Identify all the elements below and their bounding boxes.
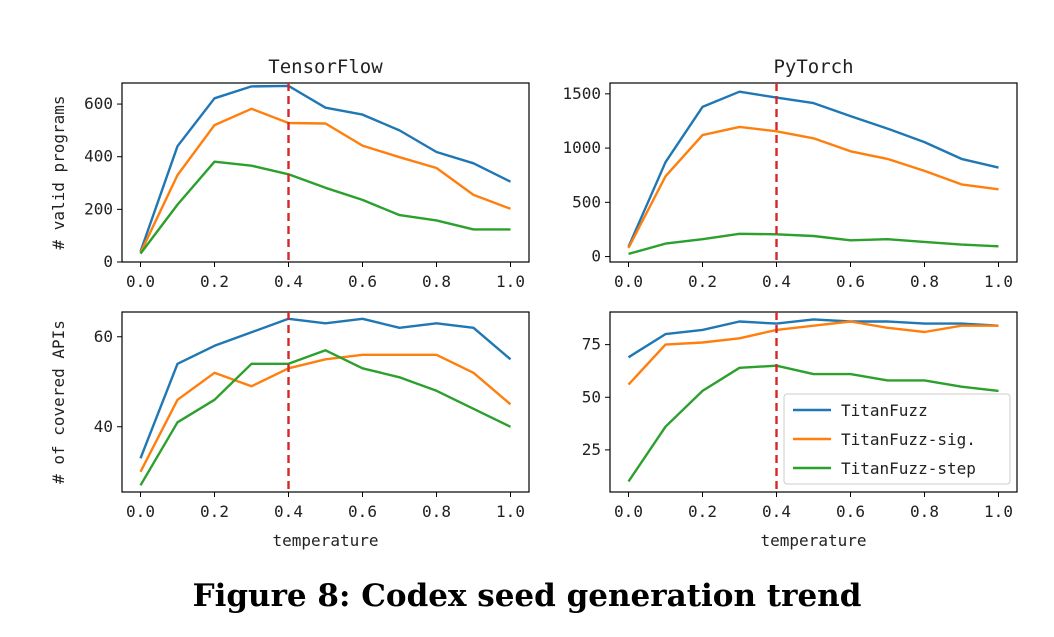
panel-3-series-1-line (139, 317, 512, 459)
panel-3-series-2-line (139, 353, 512, 473)
panel-4-y-tick-label: 75 (582, 335, 601, 354)
panel-4-x-tick-label: 0.4 (762, 502, 791, 521)
panel-3-x-tick-label: 0.2 (200, 502, 229, 521)
figure-canvas: 0.0 0.2 0.4 0.6 0.8 1.00200400600TensorFlow# … (49, 56, 1018, 550)
panel-4-x-tick-label: 1.0 (984, 502, 1013, 521)
panel-1-title: TensorFlow (268, 56, 383, 78)
legend-label-3: TitanFuzz-step (841, 459, 976, 478)
panel-1-y-tick-label: 400 (84, 147, 113, 166)
panel-2-y-tick-label: 1500 (562, 84, 601, 103)
panel-3-x-tick-label: 0.8 (422, 502, 451, 521)
legend-label-2: TitanFuzz-sig. (841, 430, 976, 449)
panel-1-series-2-line (139, 107, 511, 254)
panel-3-y-tick-label: 40 (94, 417, 113, 436)
legend-label-1: TitanFuzz (841, 401, 928, 420)
panel-1-x-tick-label: 0.2 (200, 272, 229, 291)
panel-3-frame (121, 311, 530, 493)
panel-2-x-tick-label: 0.0 (614, 272, 643, 291)
panel-2-x-tick-label: 0.6 (836, 272, 865, 291)
panel-1-y-tick-label: 0 (103, 252, 113, 271)
panel-3-x-tick-label: 1.0 (496, 502, 525, 521)
panel-2-y-tick-label: 0 (591, 247, 601, 266)
panel-4-x-tick-label: 0.2 (688, 502, 717, 521)
figure-caption: Figure 8: Codex seed generation trend (192, 578, 862, 614)
panel-1-series-3-line (139, 160, 511, 255)
panel-2-frame (609, 82, 1018, 263)
panel-4-frame (609, 311, 1018, 493)
panel-1-x-tick-label: 0.0 (126, 272, 155, 291)
panel-2-series-1-line (627, 90, 999, 248)
panel-2-y-tick-label: 500 (572, 192, 601, 211)
panel-2-y-tick-label: 1000 (562, 138, 601, 157)
panel-1-y-tick-label: 600 (84, 94, 113, 113)
panel-4-y-tick-label: 25 (582, 440, 601, 459)
panel-4-x-tick-label: 0.0 (614, 502, 643, 521)
panel-2-x-tick-label: 0.8 (910, 272, 939, 291)
panel-3-y-tick-label: 60 (94, 327, 113, 346)
panel-2-x-tick-label: 1.0 (984, 272, 1013, 291)
panel-2-title: PyTorch (773, 56, 853, 78)
panel-3-x-label: temperature (273, 531, 379, 550)
panel-1-series-1-line (139, 84, 512, 252)
panel-4-series-3-line (627, 364, 999, 483)
panel-1-x-tick-label: 0.4 (274, 272, 303, 291)
panel-1-x-tick-label: 1.0 (496, 272, 525, 291)
panel-2-x-tick-label: 0.4 (762, 272, 791, 291)
panel-4-x-tick-label: 0.8 (910, 502, 939, 521)
legend-box (783, 393, 1011, 485)
panel-3-x-tick-label: 0.0 (126, 502, 155, 521)
panel-4-x-label: temperature (761, 531, 867, 550)
panel-2-x-tick-label: 0.2 (688, 272, 717, 291)
panel-4-series-1-line (627, 318, 999, 359)
panel-3-y-label: # of covered APIs (49, 320, 68, 484)
panel-1-y-tick-label: 200 (84, 199, 113, 218)
panel-3-x-tick-label: 0.4 (274, 502, 303, 521)
panel-3-series-3-line (139, 349, 512, 486)
panel-4-y-tick-label: 50 (582, 387, 601, 406)
panel-1-frame (121, 82, 530, 263)
panel-3-x-tick-label: 0.6 (348, 502, 377, 521)
panel-1-y-label: # valid programs (49, 95, 68, 249)
panel-2-series-2-line (627, 125, 999, 249)
panel-4-series-2-line (627, 320, 999, 386)
panel-4-x-tick-label: 0.6 (836, 502, 865, 521)
panel-1-x-tick-label: 0.6 (348, 272, 377, 291)
panel-2-series-3-line (628, 232, 999, 256)
panel-1-x-tick-label: 0.8 (422, 272, 451, 291)
